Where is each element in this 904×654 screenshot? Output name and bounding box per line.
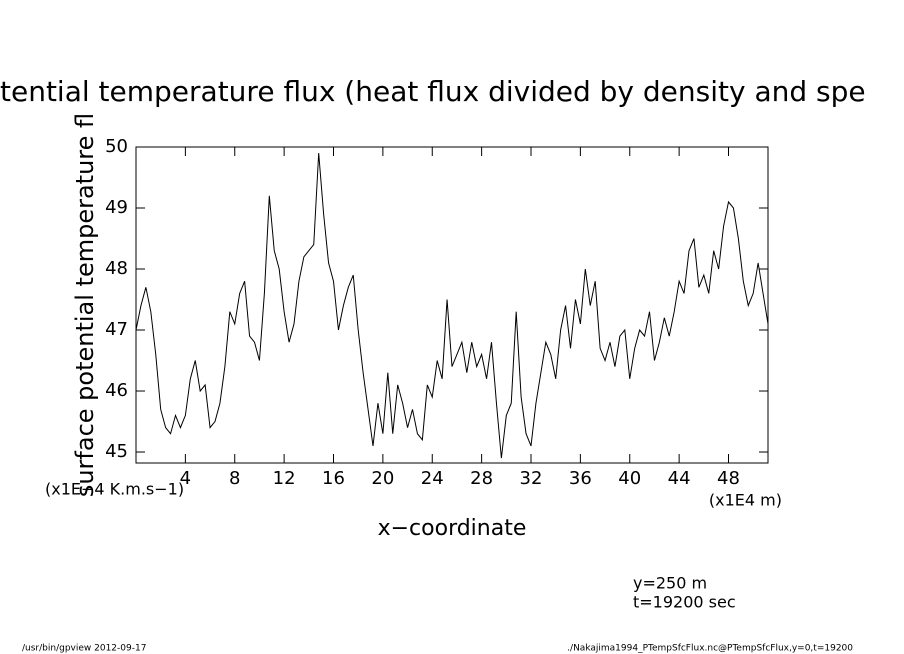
- plot-frame: [135, 146, 769, 464]
- x-tick-label: 32: [520, 468, 543, 489]
- x-tick-label: 20: [371, 468, 394, 489]
- y-tick-label: 50: [105, 136, 128, 157]
- x-tick-label: 40: [618, 468, 641, 489]
- y-tick-label: 47: [105, 319, 128, 340]
- annotation: y=250 m: [633, 574, 707, 593]
- x-tick-label: 36: [569, 468, 592, 489]
- x-axis-label: x−coordinate: [378, 516, 527, 541]
- x-tick-label: 4: [180, 468, 191, 489]
- x-tick-label: 8: [229, 468, 240, 489]
- y-tick-label: 48: [105, 258, 128, 279]
- footer: ./Nakajima1994_PTempSfcFlux.nc@PTempSfcF…: [567, 644, 853, 654]
- y-axis-unit: (x1E−4 K.m.s−1): [45, 480, 184, 499]
- annotation: t=19200 sec: [633, 593, 736, 612]
- y-tick-label: 46: [105, 380, 128, 401]
- x-tick-label: 16: [322, 468, 345, 489]
- x-tick-label: 28: [470, 468, 493, 489]
- y-tick-label: 49: [105, 197, 128, 218]
- x-tick-label: 48: [717, 468, 740, 489]
- x-tick-label: 24: [421, 468, 444, 489]
- chart-title: tential temperature flux (heat flux divi…: [0, 75, 866, 108]
- x-tick-label: 44: [668, 468, 691, 489]
- data-line: [135, 153, 769, 459]
- y-axis-label: surface potential temperature fl: [71, 113, 99, 497]
- x-tick-label: 12: [273, 468, 296, 489]
- x-axis-unit: (x1E4 m): [709, 491, 782, 510]
- y-tick-label: 45: [105, 441, 128, 462]
- footer: /usr/bin/gpview 2012-09-17: [22, 644, 146, 654]
